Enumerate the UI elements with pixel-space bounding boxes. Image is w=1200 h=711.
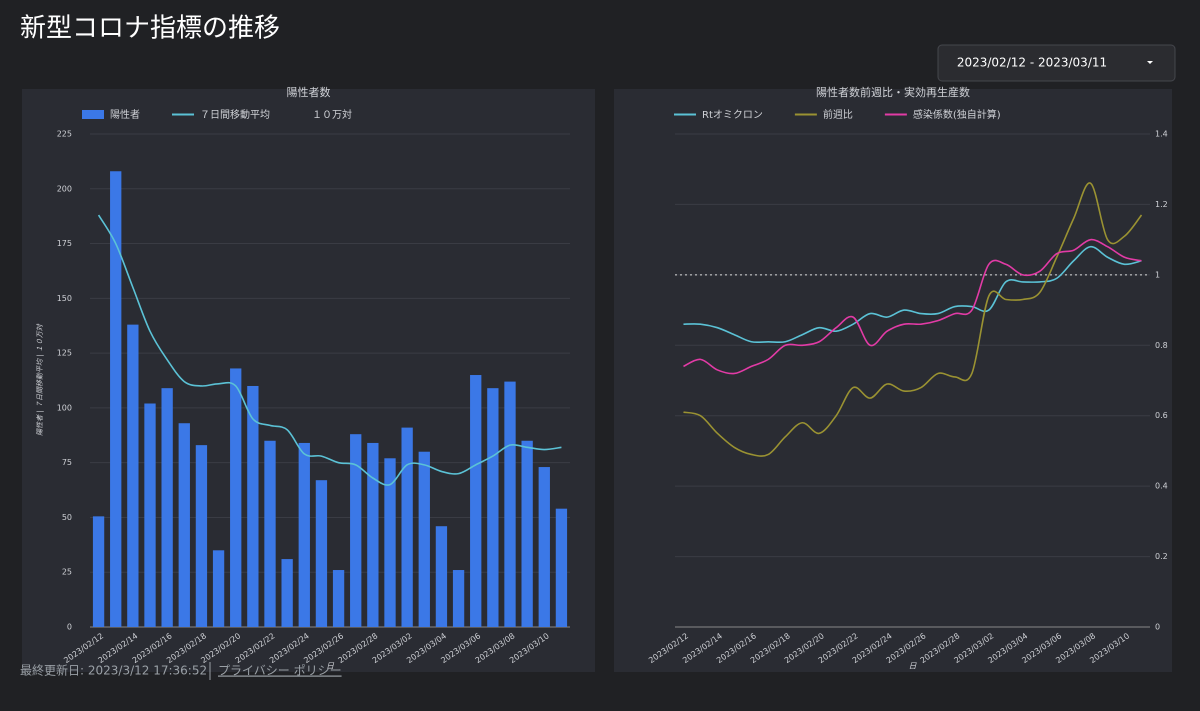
bar — [315, 480, 328, 627]
privacy-link[interactable]: プライバシー ポリシー — [218, 664, 342, 678]
y-tick-label: 225 — [57, 130, 72, 139]
bar — [298, 442, 310, 627]
bar — [92, 516, 105, 627]
y-tick-label: 0 — [67, 623, 72, 632]
legend-note: １０万対 — [312, 108, 352, 121]
bar — [332, 570, 345, 627]
x-axis-label: 日 — [326, 662, 335, 671]
date-picker[interactable] — [937, 44, 1176, 82]
legend-label: Rtオミクロン — [702, 109, 763, 121]
bar — [521, 440, 533, 627]
bar — [161, 388, 173, 627]
line — [97, 214, 562, 486]
bar — [367, 442, 379, 627]
bar — [350, 434, 362, 627]
bar — [178, 423, 190, 627]
y-axis-label: 陽性者 | ７日間移動平均 | １０万対 — [36, 323, 44, 436]
bar — [384, 458, 396, 627]
y-tick-label: 75 — [62, 458, 72, 467]
bar — [195, 445, 208, 627]
y-tick-label: 1.4 — [1155, 130, 1168, 139]
bar — [401, 427, 413, 627]
y-tick-label: 200 — [57, 184, 72, 193]
y-tick-label: 150 — [57, 294, 72, 303]
y-tick-label: 125 — [57, 349, 72, 358]
y-tick-label: 0.4 — [1155, 482, 1168, 491]
y-tick-label: 100 — [57, 403, 72, 412]
date-range[interactable]: 2023/02/12 - 2023/03/11 — [957, 56, 1107, 70]
updated-text: 最終更新日: 2023/3/12 17:36:52 — [20, 663, 207, 678]
bar — [144, 403, 156, 627]
bar — [504, 381, 516, 627]
bar — [264, 440, 276, 627]
legend-label: 感染係数(独自計算) — [913, 108, 1001, 121]
y-tick-label: 1 — [1155, 270, 1160, 279]
chart-title: 陽性者数前週比・実効再生産数 — [816, 85, 970, 99]
bar — [110, 171, 122, 627]
line — [683, 245, 1142, 344]
bar — [538, 467, 550, 627]
y-tick-label: 1.2 — [1155, 200, 1168, 209]
legend-label: 陽性者 — [110, 108, 140, 121]
line — [683, 238, 1142, 375]
bar — [247, 385, 259, 627]
bar — [435, 526, 448, 627]
bar — [127, 324, 139, 627]
line — [683, 182, 1143, 457]
bar — [281, 559, 293, 627]
y-tick-label: 0.8 — [1155, 341, 1168, 350]
y-tick-label: 50 — [62, 513, 72, 522]
bar — [212, 550, 225, 627]
y-tick-label: 0.6 — [1155, 411, 1168, 420]
legend-label: 前週比 — [823, 108, 853, 121]
bar — [487, 388, 499, 627]
bar — [555, 508, 568, 627]
legend-label: ７日間移動平均 — [200, 108, 270, 121]
y-tick-label: 0 — [1155, 623, 1160, 632]
bar — [470, 375, 482, 627]
y-tick-label: 175 — [57, 239, 72, 248]
page-title: 新型コロナ指標の推移 — [20, 14, 280, 44]
legend-swatch — [82, 110, 104, 119]
chart-title: 陽性者数 — [287, 85, 331, 99]
y-tick-label: 25 — [62, 568, 72, 577]
bar — [452, 570, 465, 627]
x-axis-label: 日 — [909, 662, 918, 671]
dropdown-arrow[interactable] — [1147, 61, 1153, 64]
panel — [614, 89, 1172, 672]
y-tick-label: 0.2 — [1155, 552, 1168, 561]
bar — [230, 368, 242, 627]
bar — [418, 451, 430, 627]
